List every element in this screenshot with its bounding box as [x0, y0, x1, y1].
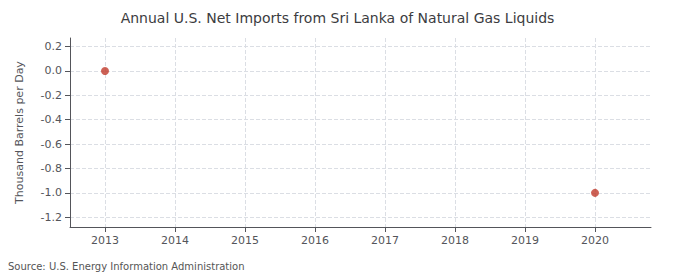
svg-text:0.0: 0.0	[45, 64, 63, 77]
svg-text:-1.2: -1.2	[41, 211, 62, 224]
svg-text:-0.6: -0.6	[41, 138, 62, 151]
svg-text:2017: 2017	[371, 234, 399, 247]
svg-text:-0.2: -0.2	[41, 89, 62, 102]
svg-text:-1.0: -1.0	[41, 186, 62, 199]
svg-text:2013: 2013	[91, 234, 119, 247]
svg-text:-0.8: -0.8	[41, 162, 62, 175]
svg-text:Annual U.S. Net Imports from S: Annual U.S. Net Imports from Sri Lanka o…	[121, 10, 555, 26]
svg-text:2019: 2019	[511, 234, 539, 247]
svg-text:2018: 2018	[441, 234, 469, 247]
svg-text:2015: 2015	[231, 234, 259, 247]
svg-text:2014: 2014	[161, 234, 189, 247]
svg-text:Source: U.S. Energy Informatio: Source: U.S. Energy Information Administ…	[8, 261, 245, 272]
svg-text:2016: 2016	[301, 234, 329, 247]
svg-text:Thousand Barrels per Day: Thousand Barrels per Day	[13, 61, 26, 205]
svg-text:0.2: 0.2	[45, 40, 63, 53]
svg-text:2020: 2020	[581, 234, 609, 247]
svg-text:-0.4: -0.4	[41, 113, 62, 126]
